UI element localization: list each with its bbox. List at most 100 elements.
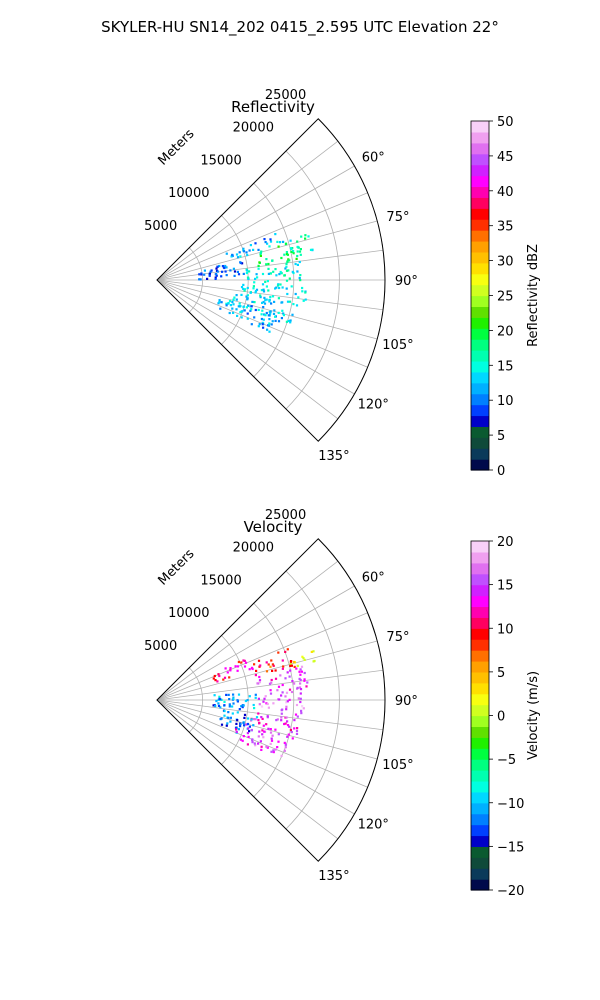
velocity-echo-cell bbox=[284, 743, 287, 746]
reflectivity-colorbar-segment bbox=[471, 339, 489, 351]
reflectivity-echo-cell bbox=[265, 298, 268, 301]
velocity-echo-cell bbox=[234, 726, 238, 729]
reflectivity-echo-cell bbox=[282, 240, 285, 243]
velocity-echo-cell bbox=[239, 738, 242, 741]
reflectivity-echo-cell bbox=[268, 318, 271, 321]
velocity-echo-cell bbox=[303, 658, 306, 661]
reflectivity-echo-cell bbox=[232, 298, 235, 301]
reflectivity-echo-cell bbox=[289, 321, 292, 324]
velocity-azimuth-gridline bbox=[156, 699, 378, 760]
reflectivity-echo-cell bbox=[277, 320, 281, 323]
reflectivity-echo-cell bbox=[296, 270, 299, 273]
reflectivity-echo-cell bbox=[248, 270, 251, 273]
velocity-echo-cell bbox=[296, 686, 299, 689]
velocity-title: Velocity bbox=[244, 518, 303, 536]
velocity-echo-cell bbox=[286, 735, 289, 738]
reflectivity-echo-cell bbox=[246, 286, 249, 290]
reflectivity-echo-cell bbox=[289, 239, 292, 242]
velocity-azimuth-gridline bbox=[156, 699, 339, 840]
reflectivity-echo-cell bbox=[250, 323, 253, 326]
velocity-echo-cell bbox=[303, 671, 306, 675]
reflectivity-echo-cell bbox=[302, 299, 305, 302]
velocity-colorbar-segment bbox=[471, 693, 489, 706]
reflectivity-colorbar-tick-label: 40 bbox=[497, 185, 514, 200]
velocity-colorbar-segment bbox=[471, 824, 489, 837]
velocity-colorbar-tick-label: 20 bbox=[497, 535, 514, 550]
velocity-echo-cell bbox=[261, 733, 264, 736]
reflectivity-echo-cell bbox=[225, 252, 228, 255]
reflectivity-echo-cell bbox=[296, 254, 299, 258]
reflectivity-colorbar-segment bbox=[471, 240, 489, 253]
reflectivity-echo-cell bbox=[253, 301, 256, 304]
reflectivity-echo-cell bbox=[287, 319, 290, 323]
velocity-echo-cell bbox=[271, 734, 274, 737]
reflectivity-azimuth-gridline bbox=[156, 279, 355, 395]
velocity-echo-cell bbox=[222, 678, 225, 681]
reflectivity-echo-cell bbox=[261, 309, 264, 312]
reflectivity-azimuth-gridline bbox=[156, 279, 384, 311]
velocity-echo-cell bbox=[251, 738, 254, 742]
velocity-echo-cell bbox=[252, 718, 255, 721]
velocity-echo-cell bbox=[289, 728, 292, 731]
reflectivity-echo-cell bbox=[311, 249, 314, 252]
reflectivity-echo-cell bbox=[249, 291, 252, 294]
velocity-echo-cell bbox=[300, 709, 303, 712]
velocity-sector-frame bbox=[156, 538, 386, 862]
reflectivity-echo-cell bbox=[272, 270, 275, 273]
velocity-echo-cell bbox=[293, 682, 296, 685]
velocity-echo-cell bbox=[267, 727, 270, 730]
reflectivity-echo-cell bbox=[304, 237, 307, 240]
reflectivity-echo-cell bbox=[286, 253, 289, 256]
velocity-echo-cell bbox=[293, 727, 296, 730]
reflectivity-colorbar-segment bbox=[471, 131, 489, 144]
velocity-echo-cell bbox=[290, 690, 294, 694]
velocity-echo-cell bbox=[284, 746, 287, 749]
velocity-echo-cell bbox=[260, 745, 263, 748]
velocity-colorbar-tick-label: −10 bbox=[497, 797, 524, 812]
reflectivity-echo-cell bbox=[285, 242, 288, 245]
velocity-echo-cell bbox=[248, 695, 251, 698]
velocity-echo-cell bbox=[246, 722, 250, 726]
reflectivity-echo-cell bbox=[240, 316, 243, 319]
reflectivity-range-tick-label: 25000 bbox=[265, 88, 306, 103]
velocity-colorbar-segment bbox=[471, 802, 489, 815]
reflectivity-echo-cell bbox=[267, 289, 270, 292]
velocity-echo-cell bbox=[248, 725, 251, 728]
reflectivity-echo-cell bbox=[298, 260, 301, 264]
reflectivity-echo-cell bbox=[240, 286, 244, 289]
reflectivity-echo-cell bbox=[307, 235, 310, 238]
velocity-echo-cell bbox=[274, 728, 277, 731]
velocity-echo-cell bbox=[253, 742, 256, 745]
reflectivity-echo-cell bbox=[304, 298, 307, 301]
reflectivity-echo-cell bbox=[233, 274, 236, 277]
velocity-echo-cell bbox=[247, 717, 250, 720]
reflectivity-echo-cell bbox=[239, 261, 242, 264]
velocity-echo-cell bbox=[295, 732, 299, 735]
velocity-colorbar-segment bbox=[471, 639, 489, 651]
reflectivity-colorbar-segment bbox=[471, 393, 489, 406]
reflectivity-echo-cell bbox=[267, 262, 270, 266]
reflectivity-echo-cell bbox=[288, 300, 291, 303]
reflectivity-echo-cell bbox=[289, 319, 292, 322]
reflectivity-echo-cell bbox=[290, 285, 293, 288]
velocity-echo-cell bbox=[301, 655, 304, 658]
velocity-range-tick-label: 25000 bbox=[265, 508, 306, 523]
velocity-echo-cell bbox=[243, 659, 246, 662]
velocity-azimuth-tick-label: 90° bbox=[395, 694, 418, 709]
reflectivity-echo-cell bbox=[243, 309, 246, 312]
reflectivity-echo-cell bbox=[257, 248, 260, 251]
velocity-echo-cell bbox=[257, 719, 260, 722]
reflectivity-echo-cell bbox=[242, 247, 245, 250]
velocity-echo-cell bbox=[238, 708, 241, 711]
velocity-echo-cell bbox=[288, 725, 291, 728]
reflectivity-colorbar-segment bbox=[471, 295, 489, 308]
reflectivity-echo-cell bbox=[221, 265, 224, 268]
velocity-echo-cell bbox=[285, 691, 289, 694]
velocity-echo-cell bbox=[264, 695, 267, 698]
velocity-echo-cell bbox=[229, 720, 232, 723]
reflectivity-echo-cell bbox=[260, 313, 263, 316]
velocity-colorbar-segment bbox=[471, 759, 489, 771]
velocity-echo-cell bbox=[263, 730, 266, 733]
reflectivity-echo-cell bbox=[275, 286, 278, 289]
reflectivity-echo-cell bbox=[218, 264, 221, 268]
